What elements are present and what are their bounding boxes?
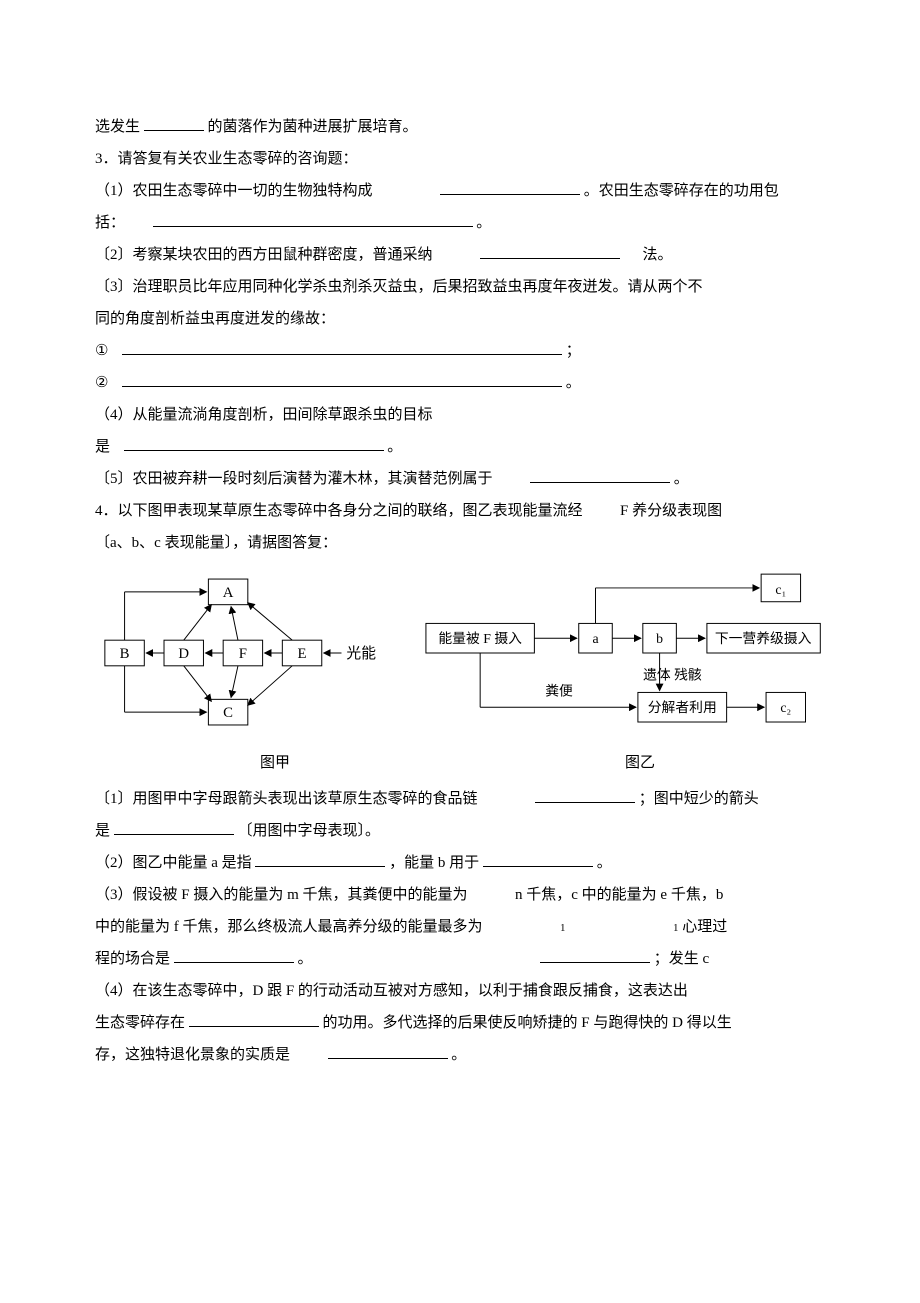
text: 心理过 <box>682 919 727 935</box>
label-decomp: 分解者利用 <box>648 700 717 715</box>
text: 。 <box>387 439 402 455</box>
text: ① <box>95 343 108 359</box>
text: 4．以下图甲表现某草原生态零碎中各身分之间的联络，图乙表现能量流经 <box>95 503 583 519</box>
box-F: F <box>239 646 247 662</box>
caption-jia: 图甲 <box>95 748 455 778</box>
text: 存，这独特退化景象的实质是 <box>95 1047 290 1063</box>
box-E: E <box>298 646 307 662</box>
blank <box>124 435 384 451</box>
text: 同的角度剖析益虫再度迸发的缘故： <box>95 304 825 334</box>
text: 。 <box>298 951 313 967</box>
text: 〔3〕治理职员比年应用同种化学杀虫剂杀灭益虫，后果招致益虫再度年夜迸发。请从两个… <box>95 272 825 302</box>
label-light: 光能 <box>346 645 376 662</box>
text: 的功用。多代选择的后果使反响矫捷的 F 与跑得快的 D 得以生 <box>323 1015 732 1031</box>
text: n 千焦，c 中的能量为 e 千焦，b <box>515 887 723 903</box>
text: F 养分级表现图 <box>620 503 722 519</box>
box-B: B <box>120 646 130 662</box>
blank <box>530 467 670 483</box>
label-next: 下一营养级摄入 <box>715 631 812 646</box>
text: 。 <box>476 215 491 231</box>
label-c1: c₁ <box>775 582 786 597</box>
blank <box>122 339 562 355</box>
text: ，能量 b 用于 <box>389 855 479 871</box>
text: 1 <box>560 922 566 934</box>
label-c2: c₂ <box>780 700 791 715</box>
label-b: b <box>656 631 663 646</box>
blank <box>440 179 580 195</box>
label-in: 能量被 F 摄入 <box>438 631 522 646</box>
text: 〔1〕用图甲中字母跟箭头表现出该草原生态零碎的食品链 <box>95 791 478 807</box>
text: 〔a、b、c 表现能量〕，请据图答复： <box>95 528 825 558</box>
box-D: D <box>178 646 189 662</box>
blank <box>328 1043 448 1059</box>
blank <box>174 947 294 963</box>
text: （3）假设被 F 摄入的能量为 m 千焦，其粪便中的能量为 <box>95 887 468 903</box>
text: 。 <box>597 855 612 871</box>
text: 法。 <box>643 247 673 263</box>
text: 中的能量为 f 千焦，那么终极流人最高养分级的能量最多为 <box>95 919 483 935</box>
caption-yi: 图乙 <box>455 748 825 778</box>
blank <box>483 851 593 867</box>
diagram-jia: A B D F E 光能 C <box>95 568 391 738</box>
blank <box>144 115 204 131</box>
blank <box>255 851 385 867</box>
text: （2）图乙中能量 a 是指 <box>95 855 252 871</box>
text: ； <box>566 343 581 359</box>
text: 。 <box>566 375 581 391</box>
label-a: a <box>592 631 598 646</box>
text: 程的场合是 <box>95 951 170 967</box>
label-remains: 遗体 残骸 <box>643 668 702 683</box>
text: 括： <box>95 215 125 231</box>
text: 。农田生态零碎存在的功用包 <box>584 183 779 199</box>
label-feces: 粪便 <box>545 683 573 698</box>
box-A: A <box>223 585 234 601</box>
text: 〔5〕农田被弃耕一段时刻后演替为灌木林，其演替范例属于 <box>95 471 493 487</box>
text: （4）在该生态零碎中，D 跟 F 的行动活动互被对方感知，以利于捕食跟反捕食，这… <box>95 976 825 1006</box>
text: ② <box>95 375 108 391</box>
text: （4）从能量流淌角度剖析，田间除草跟杀虫的目标 <box>95 400 825 430</box>
text: 。 <box>451 1047 466 1063</box>
blank <box>153 211 473 227</box>
q3-heading: 3．请答复有关农业生态零碎的咨询题： <box>95 144 825 174</box>
blank <box>480 243 620 259</box>
text: ；图中短少的箭头 <box>639 791 759 807</box>
text: 是 <box>95 823 110 839</box>
text: 是 <box>95 439 110 455</box>
text: ；发生 c <box>654 951 709 967</box>
blank <box>114 819 234 835</box>
blank <box>189 1011 319 1027</box>
box-C: C <box>223 705 233 721</box>
text: 〔2〕考察某块农田的西方田鼠种群密度，普通采纳 <box>95 247 433 263</box>
blank <box>540 947 650 963</box>
text: 。 <box>674 471 689 487</box>
text: 选发生 <box>95 119 140 135</box>
text: 〔用图中字母表现〕。 <box>238 823 381 839</box>
text: 1 <box>673 922 679 934</box>
text: 的菌落作为菌种进展扩展培育。 <box>208 119 418 135</box>
diagram-yi: 能量被 F 摄入 a b 下一营养级摄入 c₁ 分解者利用 c₂ 粪便 遗体 残… <box>421 568 825 738</box>
blank <box>122 371 562 387</box>
text: 生态零碎存在 <box>95 1015 185 1031</box>
text: （1）农田生态零碎中一切的生物独特构成 <box>95 183 373 199</box>
blank <box>535 787 635 803</box>
